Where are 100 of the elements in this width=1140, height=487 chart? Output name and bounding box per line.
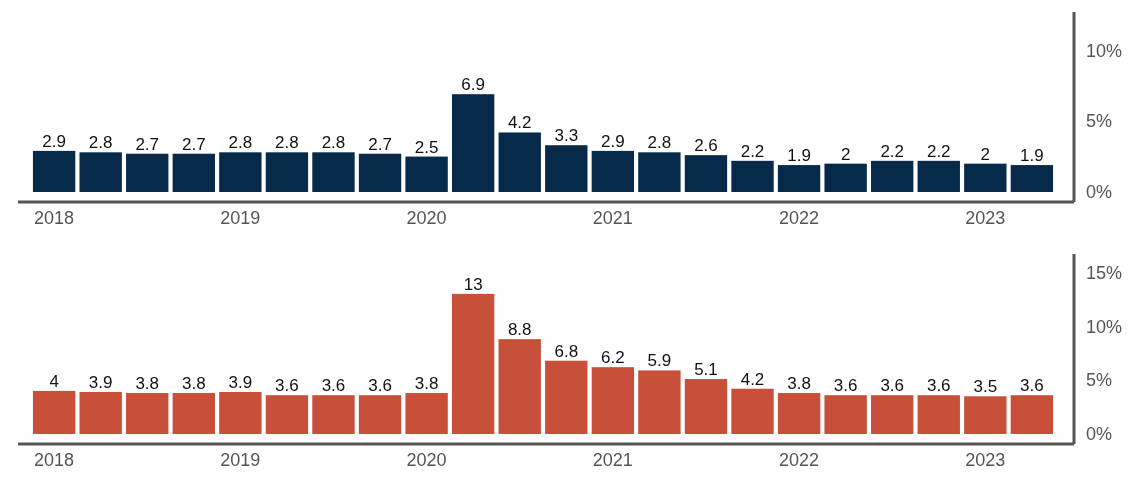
data-label: 2.6 (694, 136, 718, 156)
bar (32, 150, 76, 192)
bar (1010, 165, 1054, 192)
data-label: 2.8 (321, 133, 346, 153)
data-label: 3.6 (926, 376, 951, 396)
x-tick-label: 2022 (779, 450, 820, 470)
bar (871, 160, 914, 192)
x-tick-label: 2019 (220, 450, 261, 470)
data-label: 2.9 (601, 131, 625, 151)
bar (917, 395, 960, 434)
bar (684, 155, 728, 192)
bar (172, 153, 215, 192)
y-tick-label: 10% (1086, 316, 1123, 337)
data-label: 2.5 (414, 137, 439, 157)
data-label: 1.9 (787, 146, 811, 166)
x-tick-label: 2020 (406, 208, 447, 228)
data-label: 2 (840, 144, 851, 164)
data-label: 3.6 (1020, 376, 1044, 396)
data-label: 1.9 (1020, 146, 1044, 166)
bar (545, 360, 588, 434)
x-tick-label: 2023 (965, 450, 1006, 470)
y-tick-label: 5% (1086, 370, 1113, 391)
data-label: 6.2 (601, 348, 625, 368)
bar (777, 393, 821, 434)
bar (79, 152, 122, 192)
bar (964, 396, 1007, 434)
data-label: 2.9 (42, 131, 66, 151)
x-tick-label: 2018 (34, 208, 75, 228)
bar (451, 293, 495, 434)
data-label: 3.6 (880, 376, 905, 396)
y-tick-label: 15% (1086, 262, 1123, 283)
x-tick-label: 2021 (592, 450, 633, 470)
data-label: 2.2 (880, 141, 905, 161)
bar (731, 160, 774, 192)
data-label: 3.6 (368, 376, 392, 396)
bar (265, 395, 309, 434)
bar (777, 165, 821, 192)
bar (451, 94, 495, 192)
bar (79, 391, 122, 434)
bar (126, 153, 169, 192)
bar (219, 391, 262, 434)
x-tick-label: 2021 (592, 208, 633, 228)
x-tick-label: 2023 (965, 208, 1006, 228)
bar (172, 393, 215, 434)
data-label: 3.6 (321, 376, 346, 396)
data-label: 2 (980, 144, 991, 164)
data-label: 2.8 (228, 133, 253, 153)
data-label: 13 (463, 274, 483, 294)
data-label: 3.3 (554, 126, 579, 146)
y-tick-label: 10% (1086, 40, 1123, 61)
bar (219, 152, 262, 192)
bar (545, 145, 588, 192)
data-label: 8.8 (507, 320, 532, 340)
x-tick-label: 2018 (34, 450, 75, 470)
bar (358, 395, 402, 434)
bar (312, 395, 355, 434)
x-tick-label: 2022 (779, 208, 820, 228)
data-label: 5.9 (647, 351, 672, 371)
data-label: 2.7 (135, 134, 160, 154)
data-label: 2.8 (275, 133, 299, 153)
data-label: 3.8 (181, 374, 206, 394)
bar (1010, 395, 1054, 434)
y-tick-label: 5% (1086, 111, 1113, 132)
data-label: 4.2 (507, 113, 532, 133)
data-label: 4.2 (740, 369, 765, 389)
data-label: 3.9 (228, 372, 253, 392)
bar (405, 156, 448, 192)
bar (684, 379, 728, 434)
data-label: 6.9 (461, 75, 485, 95)
bar (824, 163, 867, 192)
bar (731, 388, 774, 434)
bar (312, 152, 355, 192)
bar (824, 395, 867, 434)
data-label: 2.8 (88, 133, 113, 153)
data-label: 2.7 (181, 134, 206, 154)
y-tick-label: 0% (1086, 424, 1113, 445)
data-label: 3.5 (973, 377, 998, 397)
data-label: 3.6 (833, 376, 858, 396)
data-label: 2.7 (368, 134, 392, 154)
bar (591, 150, 635, 192)
bar (964, 163, 1007, 192)
bar (405, 393, 448, 434)
data-label: 3.9 (88, 372, 113, 392)
data-label: 3.8 (787, 374, 811, 394)
data-label: 3.8 (414, 374, 439, 394)
data-label: 6.8 (554, 341, 579, 361)
bar (917, 160, 960, 192)
data-label: 2.8 (647, 133, 672, 153)
bar (265, 152, 309, 192)
data-label: 4 (49, 371, 59, 391)
bar (498, 132, 541, 192)
data-label: 2.2 (926, 141, 951, 161)
data-label: 3.6 (275, 376, 299, 396)
y-tick-label: 0% (1086, 182, 1113, 203)
data-label: 2.2 (740, 141, 765, 161)
data-label: 3.8 (135, 374, 160, 394)
bar (126, 393, 169, 434)
bar (638, 370, 681, 434)
x-tick-label: 2020 (406, 450, 447, 470)
bar (591, 367, 635, 434)
